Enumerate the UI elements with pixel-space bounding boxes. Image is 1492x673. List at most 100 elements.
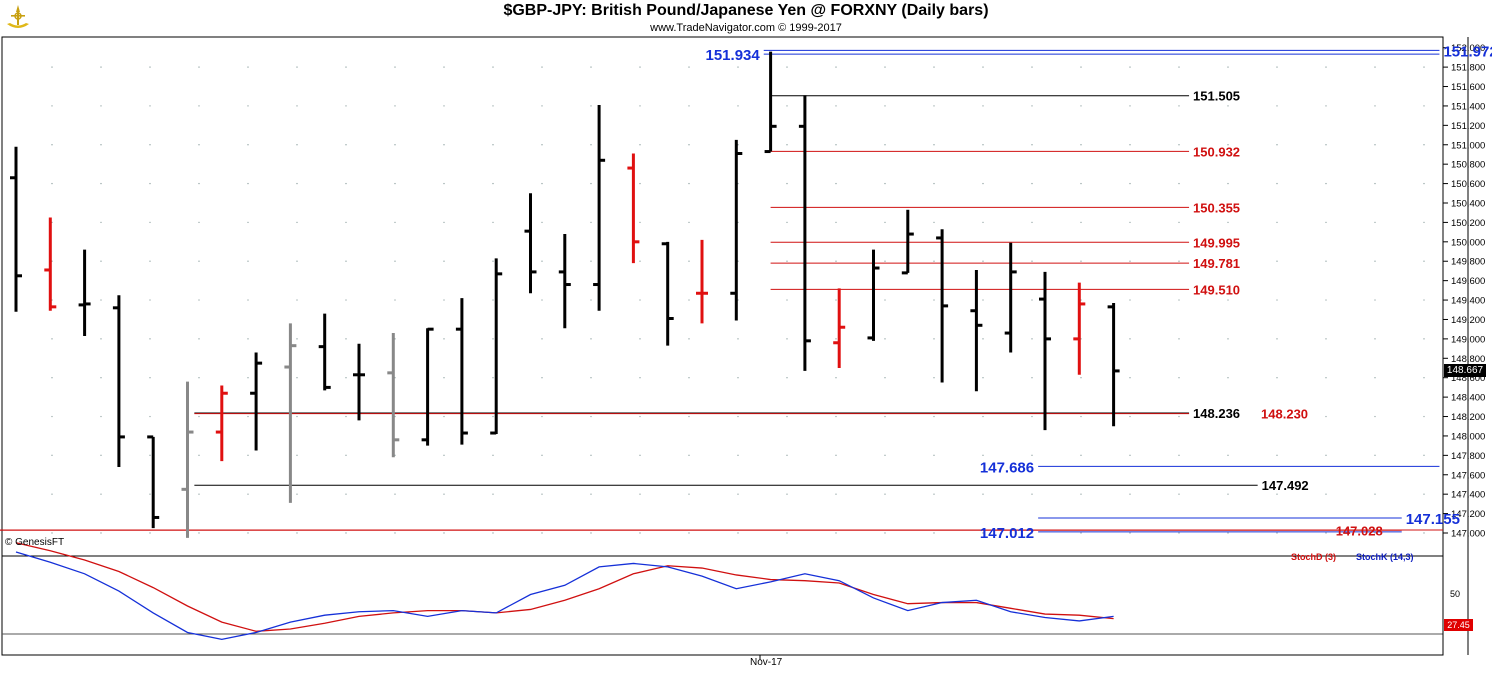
grid-dot: [1178, 299, 1180, 301]
price-bar: [867, 249, 880, 341]
grid-dot: [198, 338, 200, 340]
grid-dot: [933, 415, 935, 418]
grid-dot: [443, 532, 445, 534]
grid-dot: [982, 182, 984, 185]
grid-dot: [394, 105, 396, 107]
grid-dot: [982, 338, 984, 340]
grid-dot: [1374, 221, 1376, 224]
grid-dot: [51, 66, 53, 68]
grid-dot: [1178, 532, 1180, 534]
price-bar: [215, 385, 228, 462]
grid-dot: [1325, 377, 1327, 379]
grid-dot: [737, 415, 739, 418]
grid-dot: [737, 493, 739, 495]
price-tick-label: 151.800: [1451, 63, 1485, 74]
grid-dot: [51, 532, 53, 534]
grid-dot: [982, 415, 984, 418]
grid-dot: [149, 532, 151, 534]
grid-dot: [198, 454, 200, 457]
grid-dot: [1080, 415, 1082, 418]
grid-dot: [1080, 260, 1082, 262]
grid-dot: [1423, 221, 1425, 224]
price-tick-label: 148.800: [1451, 354, 1485, 365]
grid-dot: [786, 66, 788, 68]
grid-dot: [639, 221, 641, 224]
chart-title: $GBP-JPY: British Pound/Japanese Yen @ F…: [503, 2, 989, 19]
grid-dot: [639, 415, 641, 418]
grid-dot: [51, 338, 53, 340]
grid-dot: [100, 299, 102, 301]
grid-dot: [1423, 338, 1425, 340]
grid-dot: [1276, 144, 1278, 146]
grid-dot: [1129, 182, 1131, 185]
price-bar: [10, 146, 22, 312]
chart-subtitle: www.TradeNavigator.com © 1999-2017: [650, 22, 842, 34]
grid-dot: [345, 299, 347, 301]
grid-dot: [982, 377, 984, 379]
grid-dot: [1276, 105, 1278, 107]
grid-dot: [296, 299, 298, 301]
grid-dot: [1374, 454, 1376, 457]
grid-dot: [394, 182, 396, 185]
grid-dot: [590, 144, 592, 146]
grid-dot: [247, 66, 249, 68]
grid-dot: [1178, 338, 1180, 340]
stoch-k-line: [15, 551, 1114, 641]
price-bar: [936, 229, 949, 383]
level-label-147.028: 147.028: [1336, 523, 1383, 538]
grid-dot: [1080, 532, 1082, 534]
grid-dot: [786, 182, 788, 185]
grid-dot: [247, 260, 249, 262]
price-tick-label: 151.200: [1451, 121, 1485, 132]
grid-dot: [492, 260, 494, 262]
price-bar: [284, 323, 297, 503]
x-axis-label: Nov-17: [750, 657, 783, 668]
grid-dot: [149, 493, 151, 495]
grid-dot: [835, 338, 837, 340]
price-bar: [44, 217, 57, 311]
grid-dot: [982, 260, 984, 262]
grid-dot: [1227, 221, 1229, 224]
grid-dot: [1276, 377, 1278, 379]
grid-dot: [639, 260, 641, 262]
price-bar: [181, 381, 194, 538]
grid-dot: [786, 144, 788, 146]
grid-dot: [1227, 260, 1229, 262]
grid-dot: [884, 338, 886, 340]
stochastic-oscillator: [15, 542, 1114, 641]
grid-dot: [933, 454, 935, 457]
level-label-150.355: 150.355: [1193, 200, 1240, 215]
grid-dot: [296, 66, 298, 68]
grid-dot: [1276, 493, 1278, 495]
price-axis: 152.000 151.800 151.600 151.400 151.200 151.0…: [1443, 43, 1485, 540]
grid-dot: [541, 299, 543, 301]
plot-border: [1, 36, 1444, 656]
price-tick-label: 148.400: [1451, 393, 1485, 404]
grid-dot: [1423, 260, 1425, 262]
grid-dot: [884, 454, 886, 457]
grid-dot: [541, 66, 543, 68]
grid-dot: [1374, 144, 1376, 146]
grid-dot: [541, 415, 543, 418]
grid-dot: [1129, 105, 1131, 107]
price-bar: [318, 313, 331, 391]
grid-dot: [1423, 493, 1425, 495]
grid-dot: [51, 415, 53, 418]
grid-dot: [198, 66, 200, 68]
grid-dot: [1227, 377, 1229, 379]
grid-dot: [443, 182, 445, 185]
grid-dot: [492, 221, 494, 224]
grid-dot: [149, 260, 151, 262]
grid-dot: [345, 377, 347, 379]
grid-dot: [688, 377, 690, 379]
grid-dot: [541, 493, 543, 495]
grid-dot: [247, 454, 249, 457]
grid-dot: [982, 454, 984, 457]
grid-dot: [1325, 493, 1327, 495]
grid-dot: [884, 66, 886, 68]
grid-dot: [1276, 182, 1278, 185]
grid-dot: [100, 454, 102, 457]
grid-dot: [786, 221, 788, 224]
price-bar: [421, 327, 434, 446]
